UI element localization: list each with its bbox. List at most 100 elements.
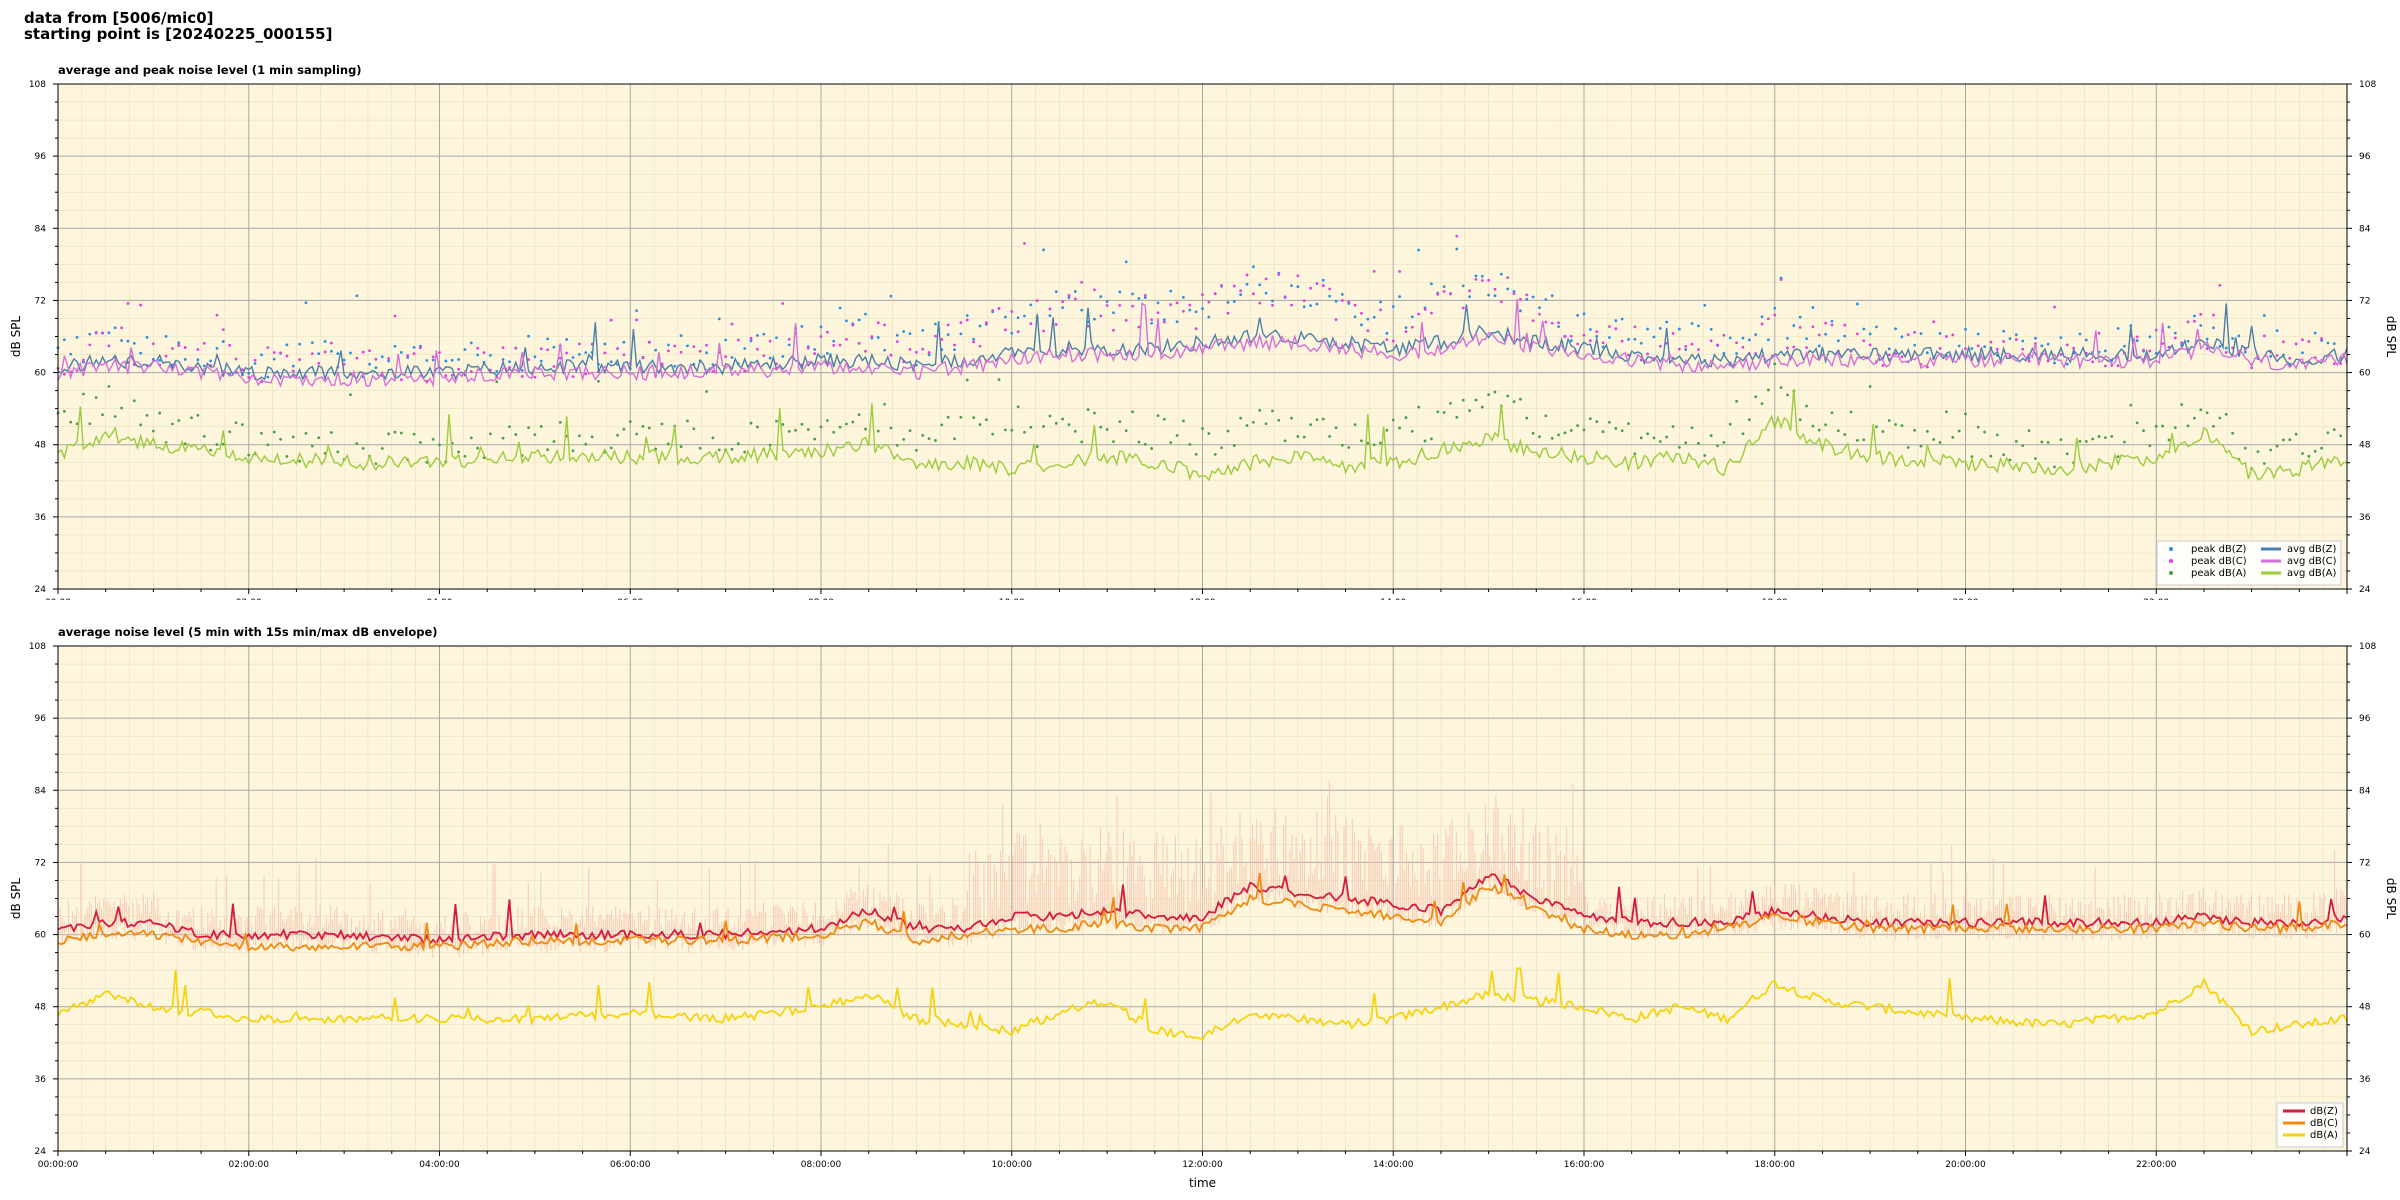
peak-point [1792,324,1796,327]
peak-point [800,422,804,426]
peak-point [1550,294,1554,298]
peak-point [196,413,200,417]
peak-point [1627,353,1630,357]
peak-point [2282,340,2285,344]
peak-point [1983,345,1986,349]
peak-point [101,413,104,417]
x-tick-label: 02:00 [236,598,262,600]
peak-point [972,337,975,341]
peak-point [88,343,92,347]
peak-point [514,433,518,436]
peak-point [1620,339,1624,343]
peak-point [1976,332,1980,336]
peak-point [953,343,956,347]
peak-point [1881,364,1885,367]
y-tick-label-right: 72 [2359,296,2370,306]
peak-point [279,351,282,355]
peak-point [1353,423,1357,427]
peak-point [1735,399,1738,403]
peak-point [978,344,982,348]
peak-point [546,448,549,452]
peak-point [158,358,162,362]
peak-point [2135,335,2139,339]
peak-point [2173,331,2177,335]
peak-point [2135,339,2139,342]
peak-point [698,446,702,450]
peak-point [2313,331,2317,335]
peak-point [946,333,950,337]
peak-point [1538,435,1541,439]
peak-point [1118,420,1122,424]
peak-point [323,350,327,354]
peak-point [215,313,219,317]
legend: peak dB(Z)peak dB(C)peak dB(A)avg dB(Z)a… [2156,540,2342,586]
legend-entry: peak dB(A) [2191,568,2247,579]
peak-point [1525,297,1529,301]
peak-point [1894,327,1897,331]
peak-point [450,374,454,377]
peak-point [1143,296,1147,300]
peak-point [1843,323,1847,327]
peak-point [457,358,460,361]
peak-point [1887,353,1891,357]
peak-point [558,356,562,360]
peak-point [1856,302,1859,306]
peak-point [2053,305,2056,309]
peak-point [1925,365,1929,369]
peak-point [349,351,352,355]
peak-point [533,433,537,437]
peak-point [177,341,181,345]
peak-point [1531,319,1535,323]
peak-point [838,343,842,347]
peak-point [1582,428,1586,432]
peak-point [603,351,607,355]
y-tick-label: 36 [35,1075,47,1085]
peak-point [2307,339,2311,343]
peak-point [1461,284,1465,288]
peak-point [857,318,861,322]
peak-point [527,334,530,338]
peak-point [1054,323,1058,326]
peak-point [285,354,289,358]
peak-point [1105,300,1109,304]
peak-point [1315,302,1319,306]
peak-point [1302,435,1306,439]
peak-point [62,338,66,342]
peak-point [1112,440,1115,444]
peak-point [1582,333,1586,337]
y-tick-label: 84 [35,224,47,234]
peak-point [113,415,117,418]
peak-point [1639,358,1643,362]
peak-point [972,416,975,420]
peak-point [202,341,206,345]
legend-entry: peak dB(C) [2191,556,2247,567]
peak-point [1913,343,1917,347]
x-tick-label: 22:00 [2143,598,2169,600]
peak-point [2002,329,2006,333]
peak-point [1595,335,1599,338]
peak-point [2332,428,2336,431]
y-tick-label-right: 36 [2359,513,2371,523]
peak-point [221,328,225,332]
peak-point [1099,295,1103,299]
peak-point [749,421,753,425]
peak-point [1487,278,1491,282]
peak-point [1856,438,1859,442]
peak-point [1900,355,1904,359]
peak-point [1251,420,1255,424]
peak-point [616,433,619,437]
peak-point [1703,454,1707,457]
peak-point [444,359,448,363]
peak-point [132,399,136,403]
peak-point [2129,403,2133,407]
peak-point [1410,429,1414,433]
peak-point [1232,300,1236,303]
peak-point [1156,311,1160,315]
peak-point [1334,318,1338,321]
peak-point [317,361,321,365]
peak-point [1697,441,1700,445]
x-tick-label: 08:00 [808,598,834,600]
peak-point [1538,306,1541,310]
peak-point [1919,444,1923,448]
peak-point [1099,425,1103,429]
